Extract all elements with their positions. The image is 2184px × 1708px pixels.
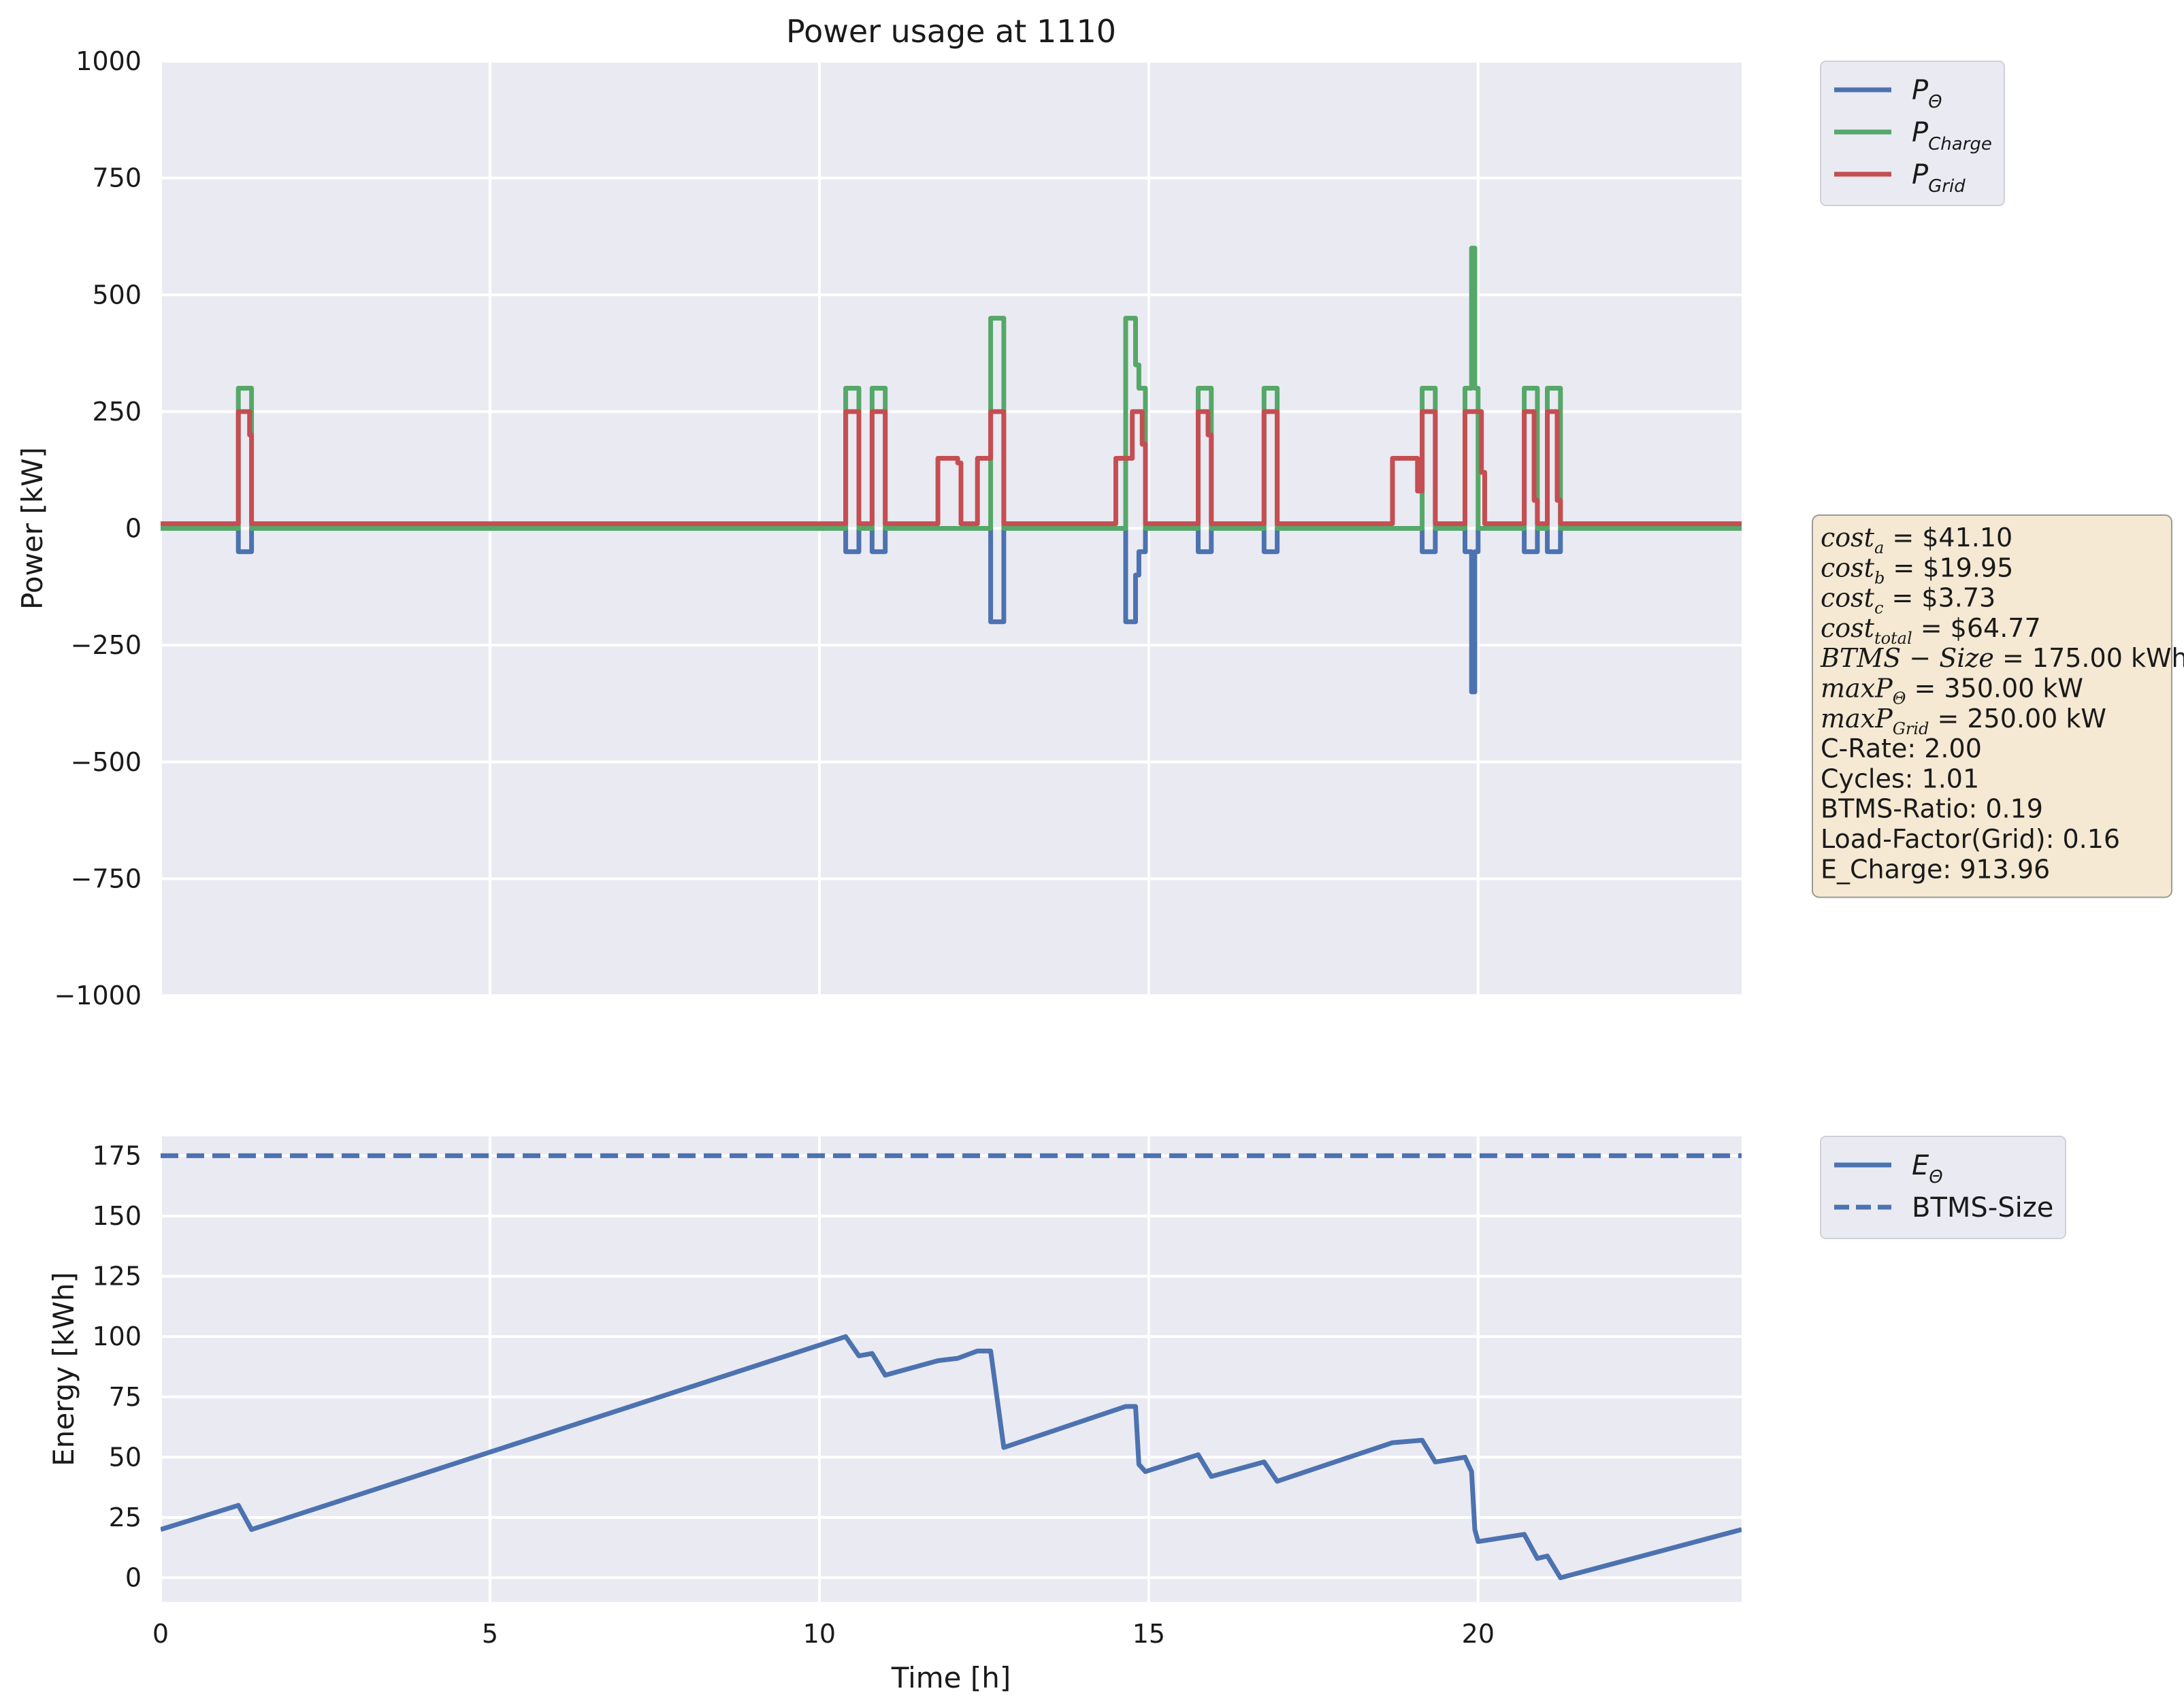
legend-entry-subscript: Θ xyxy=(1928,92,1942,112)
x-axis-label: Time [h] xyxy=(891,1661,1011,1694)
info-line-subscript: Θ xyxy=(1893,689,1906,708)
info-line-base: cost xyxy=(1821,583,1875,613)
info-line-base: cost xyxy=(1821,523,1875,553)
y-tick-label: 0 xyxy=(125,1563,142,1593)
power-panel: 1000 750 500 250 0 −250 −500 −750 −1000 Power [kW… xyxy=(16,13,1742,1011)
info-line: BTMS-Ratio: 0.19 xyxy=(1821,794,2043,824)
y-tick-label: 0 xyxy=(125,514,142,544)
info-line-value: = 250.00 kW xyxy=(1929,704,2106,734)
legend-entry-base: P xyxy=(1912,159,1929,191)
info-line-base: cost xyxy=(1821,553,1875,582)
info-line-base: C-Rate: 2.00 xyxy=(1821,734,1982,763)
info-line-base: BTMS − Size xyxy=(1820,643,1994,673)
info-line-value: = $41.10 xyxy=(1884,523,2012,553)
y-tick-label: −250 xyxy=(71,630,142,660)
info-line: C-Rate: 2.00 xyxy=(1821,734,1982,763)
y-tick-label: 50 xyxy=(109,1442,142,1472)
info-line: BTMS − Size = 175.00 kWh xyxy=(1820,643,2184,673)
info-line-value: = 350.00 kW xyxy=(1906,674,2083,704)
info-line-subscript: c xyxy=(1874,599,1883,618)
info-line: Cycles: 1.01 xyxy=(1821,763,1979,793)
y-axis-label: Power [kW] xyxy=(16,447,49,610)
info-line-base: maxP xyxy=(1821,704,1893,734)
energy-panel: 0 25 50 75 100 125 150 175 0 5 10 15 20 Time [h] Energ… xyxy=(47,1136,1742,1694)
y-tick-label: 25 xyxy=(109,1502,142,1532)
chart-title: Power usage at 1110 xyxy=(786,13,1116,50)
info-line: maxPΘ = 350.00 kW xyxy=(1821,674,2083,708)
y-tick-label: 250 xyxy=(92,397,142,427)
y-tick-label: 150 xyxy=(92,1201,142,1231)
info-line: maxPGrid = 250.00 kW xyxy=(1821,704,2106,738)
y-tick-label: −750 xyxy=(71,864,142,893)
legend-entry-base: BTMS-Size xyxy=(1912,1192,2053,1223)
legend-entry-label: EΘ xyxy=(1912,1150,1943,1187)
legend-entry-base: E xyxy=(1912,1150,1929,1181)
plot-area xyxy=(161,1136,1742,1602)
info-line-subscript: a xyxy=(1874,538,1884,557)
y-tick-label: 500 xyxy=(92,280,142,310)
info-line-value: = 175.00 kWh xyxy=(1994,643,2184,673)
legend-entry-subscript: Grid xyxy=(1928,176,1966,197)
info-line-base: E_Charge: 913.96 xyxy=(1821,854,2050,884)
info-line-base: BTMS-Ratio: 0.19 xyxy=(1821,794,2043,824)
y-tick-label: −500 xyxy=(71,747,142,777)
x-tick-label: 5 xyxy=(482,1619,498,1649)
legend-entry-label: PΘ xyxy=(1912,75,1942,112)
series-line-p-grid xyxy=(161,409,1742,527)
info-line-subscript: Grid xyxy=(1893,719,1929,738)
info-line-value: = $64.77 xyxy=(1912,613,2041,643)
info-line: Load-Factor(Grid): 0.16 xyxy=(1821,824,2120,854)
legend-frame xyxy=(1820,1136,2066,1239)
info-line: costb = $19.95 xyxy=(1821,553,2013,587)
x-tick-label: 15 xyxy=(1132,1619,1165,1649)
energy-legend: EΘ BTMS-Size xyxy=(1820,1136,2066,1239)
series-line-p-charge xyxy=(161,246,1742,531)
y-tick-label: 75 xyxy=(109,1382,142,1412)
info-line: costc = $3.73 xyxy=(1821,583,1995,618)
info-line-value: = $19.95 xyxy=(1885,553,2013,582)
y-tick-label: 100 xyxy=(92,1321,142,1351)
y-tick-label: 125 xyxy=(92,1262,142,1292)
x-tick-label: 20 xyxy=(1462,1619,1495,1649)
info-line-base: Cycles: 1.01 xyxy=(1821,763,1979,793)
legend-entry-base: P xyxy=(1912,117,1929,148)
legend-entry-subscript: Charge xyxy=(1928,134,1992,154)
info-line-subscript: b xyxy=(1874,568,1885,587)
series-line-e- xyxy=(161,1334,1742,1581)
y-tick-label: 175 xyxy=(92,1140,142,1170)
info-box-frame xyxy=(1812,514,2172,898)
y-tick-label: 1000 xyxy=(76,46,142,76)
x-tick-label: 10 xyxy=(803,1619,836,1649)
info-line: E_Charge: 913.96 xyxy=(1821,854,2050,884)
legend-entry-label: BTMS-Size xyxy=(1912,1192,2053,1223)
info-line-value: = $3.73 xyxy=(1883,583,1995,613)
info-line: costtotal = $64.77 xyxy=(1821,613,2041,648)
y-tick-label: 750 xyxy=(92,163,142,193)
info-line-subscript: total xyxy=(1874,629,1912,648)
y-tick-label: −1000 xyxy=(54,981,142,1011)
info-line-base: cost xyxy=(1821,613,1875,643)
legend-frame xyxy=(1820,61,2005,206)
legend-entry-subscript: Θ xyxy=(1929,1167,1942,1187)
info-line-base: maxP xyxy=(1821,674,1893,704)
x-tick-label: 0 xyxy=(152,1619,169,1649)
info-line: costa = $41.10 xyxy=(1821,523,2012,557)
info-line-base: Load-Factor(Grid): 0.16 xyxy=(1821,824,2120,854)
legend-entry-label: PGrid xyxy=(1912,159,1966,197)
legend-entry-label: PCharge xyxy=(1912,117,1992,154)
y-axis-label: Energy [kWh] xyxy=(47,1272,80,1466)
legend-entry-base: P xyxy=(1912,75,1929,106)
